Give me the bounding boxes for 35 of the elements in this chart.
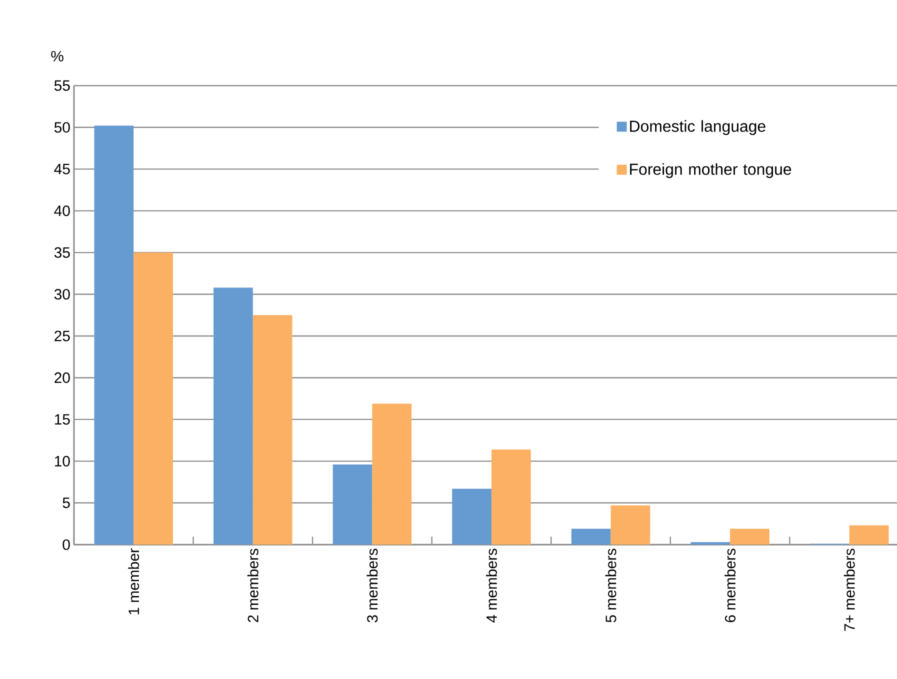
bar xyxy=(372,404,412,545)
y-tick-label: 45 xyxy=(54,164,70,174)
y-tick-label: 10 xyxy=(54,456,70,466)
y-tick-label: 0 xyxy=(62,539,70,550)
bar xyxy=(94,126,134,545)
bar xyxy=(690,542,730,545)
y-tick-label: 5 xyxy=(62,498,70,508)
y-tick-label: 30 xyxy=(54,288,70,300)
bar xyxy=(730,528,770,545)
x-tick-label: 3 members xyxy=(366,548,378,622)
bar xyxy=(849,525,889,545)
x-tick-label: 2 members xyxy=(247,548,258,622)
bar xyxy=(452,488,492,545)
bar xyxy=(134,252,173,545)
bar xyxy=(214,288,253,545)
y-tick-label: 35 xyxy=(54,247,70,258)
bar xyxy=(571,528,611,545)
bar xyxy=(252,315,292,545)
legend-label: Domestic language xyxy=(630,120,766,136)
y-axis-title: % xyxy=(51,51,64,62)
x-tick-label: 4 members xyxy=(486,548,497,623)
y-tick-label: 15 xyxy=(54,414,70,425)
x-tick-label: 6 members xyxy=(724,548,736,622)
y-tick-label: 50 xyxy=(54,122,70,133)
y-tick-label: 55 xyxy=(54,80,70,91)
y-tick-label: 20 xyxy=(54,372,70,384)
bar xyxy=(491,449,531,545)
bar xyxy=(610,505,650,545)
legend-label: Foreign mother tongue xyxy=(630,163,792,178)
y-tick-label: 25 xyxy=(54,330,70,342)
bar xyxy=(332,464,372,545)
x-tick-label: 5 members xyxy=(605,548,616,622)
x-tick-label: 7+ members xyxy=(844,548,855,631)
y-tick-label: 40 xyxy=(54,206,70,216)
x-tick-label: 1 member xyxy=(128,548,140,614)
